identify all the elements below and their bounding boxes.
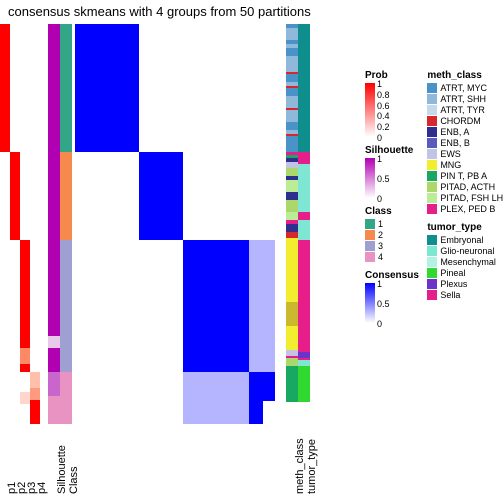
class-1: 1	[365, 219, 421, 229]
meth-pitadacth: PITAD, ACTH	[427, 182, 504, 192]
consensus-matrix	[75, 24, 275, 424]
meth-pintpba: PIN T, PB A	[427, 171, 504, 181]
legend-prob: Prob10.80.60.40.20	[365, 70, 421, 137]
track-meth-class	[286, 24, 298, 424]
class-3: 3	[365, 241, 421, 251]
xlabel-Silhouette: Silhouette	[56, 445, 68, 494]
xlabel-tumor_type: tumor_type	[306, 439, 318, 494]
meth-ews: EWS	[427, 149, 504, 159]
legend-consensus: Consensus10.50	[365, 270, 421, 323]
xlabel-p4: p4	[36, 482, 48, 494]
class-4: 4	[365, 252, 421, 262]
legend-area: Prob10.80.60.40.20 Silhouette10.50 Class12…	[365, 70, 504, 331]
meth-enba: ENB, A	[427, 127, 504, 137]
heatmap-area	[0, 24, 360, 424]
tumor-mesenchymal: Mesenchymal	[427, 257, 504, 267]
tumor-pineal: Pineal	[427, 268, 504, 278]
xlabel-Class: Class	[68, 466, 80, 494]
meth-pitadfshlh: PITAD, FSH LH	[427, 193, 504, 203]
class-2: 2	[365, 230, 421, 240]
meth-atrttyr: ATRT, TYR	[427, 105, 504, 115]
legend-methclass: meth_classATRT, MYCATRT, SHHATRT, TYRCHO…	[427, 70, 504, 214]
tumor-glioneuronal: Glio-neuronal	[427, 246, 504, 256]
meth-atrtmyc: ATRT, MYC	[427, 83, 504, 93]
x-axis-labels: p1p2p3p4SilhouetteClassmeth_classtumor_t…	[0, 426, 360, 496]
meth-enbb: ENB, B	[427, 138, 504, 148]
legend-silhouette: Silhouette10.50	[365, 145, 421, 198]
tumor-plexus: Plexus	[427, 279, 504, 289]
tumor-embryonal: Embryonal	[427, 235, 504, 245]
track-class	[60, 24, 72, 424]
track-p2	[10, 24, 20, 424]
track-tumor-type	[298, 24, 310, 424]
meth-chordm: CHORDM	[427, 116, 504, 126]
meth-atrtshh: ATRT, SHH	[427, 94, 504, 104]
track-p1	[0, 24, 10, 424]
meth-mng: MNG	[427, 160, 504, 170]
track-p3	[20, 24, 30, 424]
tumor-sella: Sella	[427, 290, 504, 300]
legend-class: Class1234	[365, 206, 421, 262]
page-title: consensus skmeans with 4 groups from 50 …	[8, 4, 311, 19]
track-silhouette	[48, 24, 60, 424]
xlabel-meth_class: meth_class	[294, 438, 306, 494]
legend-tumortype: tumor_typeEmbryonalGlio-neuronalMesenchy…	[427, 222, 504, 300]
track-p4	[30, 24, 40, 424]
meth-plexpedb: PLEX, PED B	[427, 204, 504, 214]
